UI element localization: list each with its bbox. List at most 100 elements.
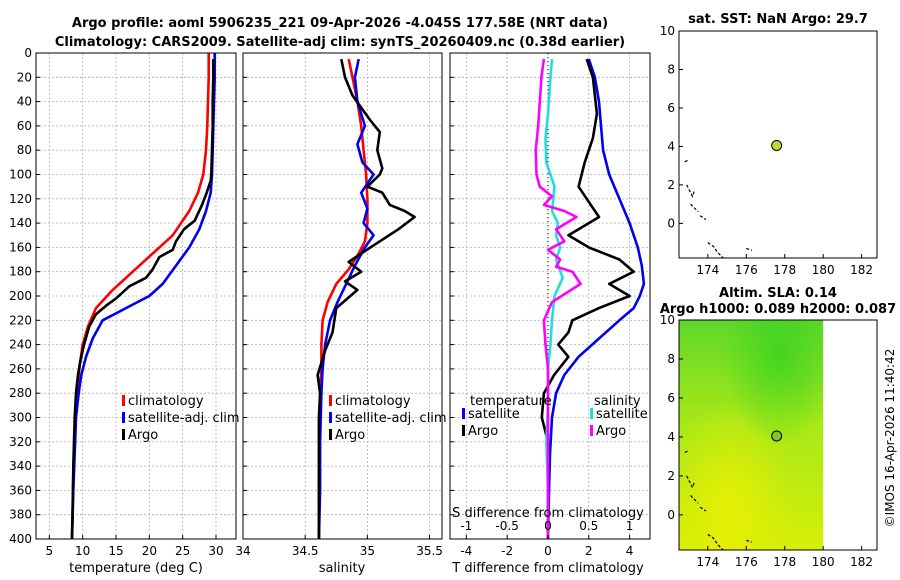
y-tick-label: 8 [667,352,675,366]
x-tick-label: 34 [235,544,250,558]
y-tick-label: 180 [9,265,32,279]
y-tick-label: 320 [9,435,32,449]
y-tick-label: 240 [9,338,32,352]
x-tick-label: 30 [208,544,223,558]
y-tick-label: 400 [9,532,32,546]
x-tick-label: 5 [46,544,54,558]
title-line-2: Climatology: CARS2009. Satellite-adj cli… [55,35,625,50]
y-tick-label: 300 [9,411,32,425]
y-tick-label: 2 [667,469,675,483]
coastline [690,494,699,504]
legend-swatch [590,425,593,436]
y-tick-label: 380 [9,508,32,522]
x-tick-label: 182 [850,555,873,569]
y-tick-label: 100 [9,168,32,182]
coastline [746,247,753,251]
sla-map-panel: Altim. SLA: 0.14 Argo h1000: 0.089 h2000… [660,286,896,569]
sla-axes-box [678,319,878,551]
x-tick-label: 35.5 [416,544,443,558]
imos-watermark: ©IMOS 16-Apr-2026 11:40:42 [883,349,897,528]
x-tick-label: -2 [501,544,513,558]
legend-swatch [122,429,125,440]
legend-label: satellite-adj. clim [128,411,240,426]
series-line-s-argo [534,58,582,539]
x-tick-label: 4 [626,544,634,558]
series-line-argo [316,58,416,539]
x-tick-label: 2 [585,544,593,558]
coastline [707,533,724,551]
legend-swatch [462,408,465,419]
x-tick-label: 34.5 [292,544,319,558]
legend-swatch [122,412,125,423]
legend-swatch [329,395,332,406]
sla-field-low [679,320,824,550]
y-tick-label: 140 [9,216,32,230]
legend-swatch [329,429,332,440]
x-tick-label: 180 [812,263,835,277]
y-tick-label: 160 [9,240,32,254]
series-line-climatology [317,58,369,539]
legend-swatch [462,425,465,436]
y-tick-label: 4 [667,430,675,444]
coastline [707,242,724,259]
legend-swatch [122,395,125,406]
sst-map-panel: sat. SST: NaN Argo: 29.7 174 176 178 180 182… [660,12,878,277]
series-line-satellite-adj-clim [317,58,375,540]
x-tick-label: 182 [850,263,873,277]
salinity-panel: 34 34.5 35 35.5 salinity climatology satelli… [235,52,447,576]
legend-label: Argo [128,428,158,443]
salinity-xlabel: salinity [319,561,366,576]
x-tick-label: 174 [696,555,719,569]
y-tick-label: 0 [667,508,675,522]
coastline [746,539,753,543]
y-tick-label: 0 [24,46,32,60]
coastline [690,203,699,213]
top-tick-label: -0.5 [495,519,518,533]
coastline [699,215,707,221]
legend-label: climatology [335,394,411,409]
x-tick-label: 0 [544,544,552,558]
legend-label: Argo [596,424,626,439]
legend-label: Argo [335,428,365,443]
coastline [699,506,707,512]
series-line-t-satellite [546,58,646,540]
legend-title: temperature [470,394,552,409]
difference-panel: -4 -2 0 2 4 -1 -0.5 0 0.5 1 T difference from cli… [449,52,651,576]
argo-position-marker [771,139,783,151]
x-tick-label: 178 [773,263,796,277]
coastline [684,450,689,454]
coastline [686,475,695,490]
coastline [686,184,695,198]
legend-swatch [590,408,593,419]
y-tick-label: 260 [9,362,32,376]
x-tick-label: 35 [360,544,375,558]
title-line-1: Argo profile: aoml 5906235_221 09-Apr-20… [72,16,608,31]
top-tick-label: 0 [544,519,552,533]
argo-position-marker [771,430,783,442]
x-tick-label: 20 [142,544,157,558]
y-tick-label: 10 [660,313,675,327]
legend-label: satellite [596,407,648,422]
y-tick-label: 0 [667,216,675,230]
legend-label: satellite-adj. clim [335,411,447,426]
difference-xlabel: T difference from climatology [451,561,644,576]
y-tick-label: 6 [667,101,675,115]
sst-axes-box [678,30,878,259]
x-tick-label: 10 [75,544,90,558]
y-tick-label: 360 [9,483,32,497]
y-tick-label: 220 [9,313,32,327]
x-tick-label: 15 [108,544,123,558]
y-tick-label: 6 [667,391,675,405]
series-line-argo [70,59,215,540]
x-tick-label: 25 [175,544,190,558]
legend-label: satellite [468,407,520,422]
top-tick-label: -1 [460,519,472,533]
x-tick-label: 174 [696,263,719,277]
x-tick-label: -4 [460,544,472,558]
sla-title-line-2: Argo h1000: 0.089 h2000: 0.087 [660,302,896,317]
x-tick-label: 176 [735,263,758,277]
y-tick-label: 120 [9,192,32,206]
x-tick-label: 176 [735,555,758,569]
top-tick-label: 0.5 [579,519,598,533]
